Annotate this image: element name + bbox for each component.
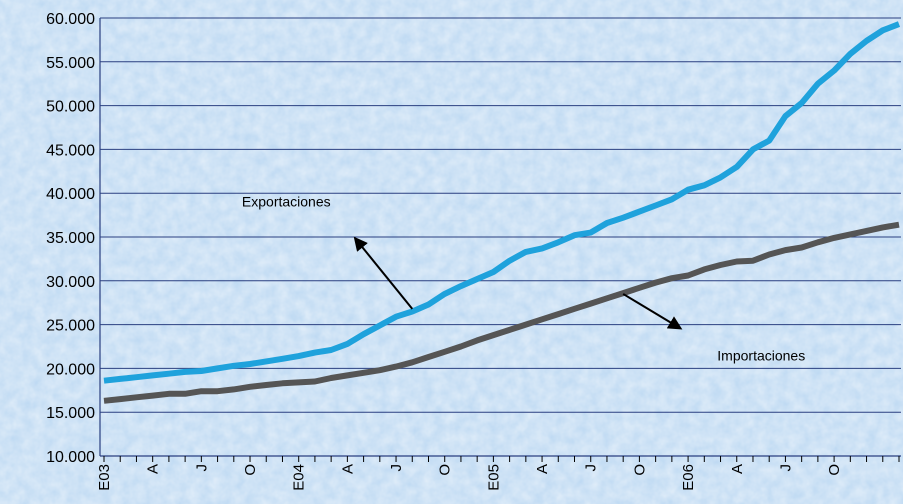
x-tick-label: J bbox=[193, 464, 210, 472]
x-tick-label: A bbox=[729, 464, 746, 474]
x-tick-label: A bbox=[339, 464, 356, 474]
y-tick-label: 45.000 bbox=[46, 142, 95, 159]
annotation-arrow-exports bbox=[353, 236, 414, 310]
x-tick-label: O bbox=[631, 464, 648, 476]
y-tick-label: 20.000 bbox=[46, 361, 95, 378]
x-tick-label: A bbox=[534, 464, 551, 474]
y-tick-label: 15.000 bbox=[46, 405, 95, 422]
annotation-label-imports: Importaciones bbox=[717, 348, 805, 364]
axes: 10.000 15.000 20.000 25.000 30.000 35.000 40.0… bbox=[46, 11, 901, 491]
gridlines bbox=[100, 17, 901, 413]
x-tick-label: O bbox=[437, 464, 454, 476]
y-tick-label: 40.000 bbox=[46, 186, 95, 203]
y-tick-label: 30.000 bbox=[46, 274, 95, 291]
x-tick-label: J bbox=[583, 464, 600, 472]
x-tick-label: E04 bbox=[291, 464, 308, 491]
annotation-arrow-imports bbox=[622, 293, 683, 330]
y-tick-label: 35.000 bbox=[46, 230, 95, 247]
y-tick-label: 10.000 bbox=[46, 449, 95, 466]
x-tick-label: O bbox=[242, 464, 259, 476]
y-tick-label: 60.000 bbox=[46, 11, 95, 28]
y-tick-label: 55.000 bbox=[46, 55, 95, 72]
x-tick-label: O bbox=[826, 464, 843, 476]
x-tick-label: E06 bbox=[680, 464, 697, 491]
x-tick-label: J bbox=[777, 464, 794, 472]
annotations: Exportaciones Importaciones bbox=[242, 193, 805, 363]
series-line-exports bbox=[103, 21, 901, 384]
x-tick-label: A bbox=[145, 464, 162, 474]
y-tick-label: 25.000 bbox=[46, 318, 95, 335]
x-tick-label: E03 bbox=[96, 464, 113, 491]
annotation-label-exports: Exportaciones bbox=[242, 193, 331, 209]
series-lines bbox=[103, 21, 901, 404]
x-tick-label: J bbox=[388, 464, 405, 472]
y-tick-label: 50.000 bbox=[46, 99, 95, 116]
series-line-imports bbox=[103, 221, 900, 404]
x-tick-label: E05 bbox=[485, 464, 502, 491]
